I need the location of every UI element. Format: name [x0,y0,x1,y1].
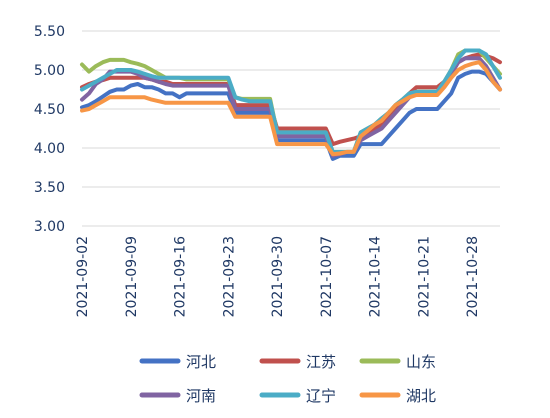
series-lines [80,48,502,161]
series-line-5 [80,60,502,157]
x-tick-label: 2021-09-16 [173,236,189,317]
y-axis-ticks: 3.00 3.50 4.00 4.50 5.00 5.50 [34,24,65,235]
x-axis-ticks: 2021-09-02 2021-09-09 2021-09-16 2021-09-23… [75,236,481,317]
x-tick-label: 2021-09-02 [75,236,91,317]
legend-label-4: 辽宁 [306,387,336,405]
legend-label-0: 河北 [186,353,216,371]
x-tick-label: 2021-10-07 [319,236,335,317]
series-line-4 [80,48,502,154]
legend-label-2: 山东 [406,353,436,371]
x-tick-label: 2021-10-28 [465,236,481,317]
x-tick-label: 2021-09-30 [270,236,286,317]
y-tick-label: 5.00 [34,63,65,79]
y-tick-label: 3.00 [34,219,65,235]
legend-label-5: 湖北 [406,387,436,405]
series-line-0 [80,69,502,161]
x-tick-label: 2021-09-09 [124,236,140,317]
y-tick-label: 4.00 [34,141,65,157]
x-tick-label: 2021-09-23 [221,236,237,317]
x-tick-label: 2021-10-14 [368,236,384,317]
y-tick-label: 4.50 [34,102,65,118]
y-tick-label: 5.50 [34,24,65,40]
legend-label-3: 河南 [186,387,216,405]
x-tick-label: 2021-10-21 [416,236,432,317]
y-tick-label: 3.50 [34,180,65,196]
legend-label-1: 江苏 [306,353,336,371]
